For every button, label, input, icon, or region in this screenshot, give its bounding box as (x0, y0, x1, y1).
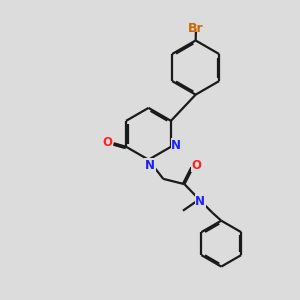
Text: Br: Br (188, 22, 204, 34)
Text: N: N (145, 158, 155, 172)
Text: N: N (171, 139, 181, 152)
Text: O: O (191, 158, 201, 172)
Text: N: N (195, 195, 205, 208)
Text: O: O (103, 136, 113, 149)
